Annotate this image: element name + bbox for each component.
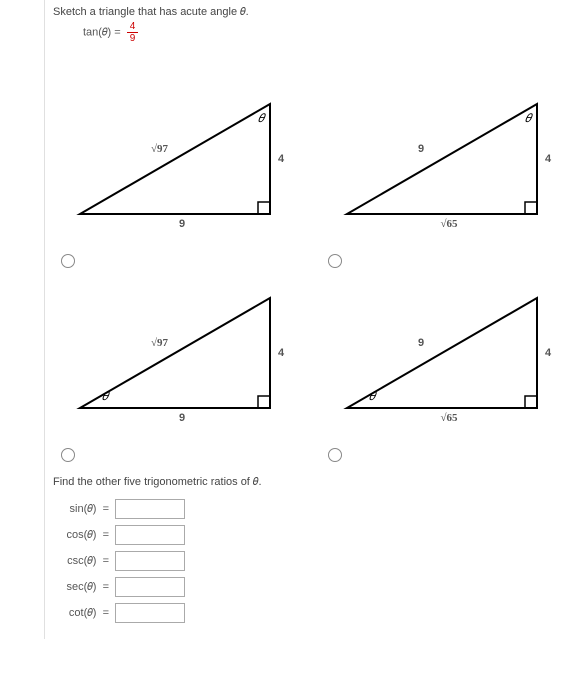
base-label: 9	[157, 412, 207, 424]
option-radio[interactable]	[61, 254, 75, 268]
ratio-row: cot(𝜃) =	[53, 603, 580, 623]
page-content: Sketch a triangle that has acute angle 𝜃…	[44, 0, 580, 639]
ratio-label: sec(𝜃) =	[53, 581, 109, 594]
triangle-figure: 𝜃 9 √65 4	[327, 84, 567, 244]
hypotenuse-label: √97	[151, 143, 201, 155]
triangle-figure: 𝜃 9 √65 4	[327, 278, 567, 438]
base-label: 9	[157, 218, 207, 230]
ratio-row: cos(𝜃) =	[53, 525, 580, 545]
ratio-label: cos(𝜃) =	[53, 529, 109, 542]
triangle-wrap: 𝜃 9 √65 4	[327, 84, 567, 244]
option-radio[interactable]	[61, 448, 75, 462]
eq-den: 9	[127, 33, 139, 44]
eq-fraction: 49	[127, 21, 139, 44]
eq-arg: 𝜃	[102, 26, 108, 38]
ratio-input[interactable]	[115, 499, 185, 519]
ratio-label: cot(𝜃) =	[53, 607, 109, 620]
height-label: 4	[545, 153, 567, 165]
triangle-wrap: 𝜃 √97 9 4	[60, 84, 300, 244]
instruction-text: Sketch a triangle that has acute angle 𝜃…	[53, 6, 580, 19]
base-label: √65	[424, 412, 474, 424]
given-equation: tan(𝜃) = 49	[83, 21, 580, 44]
triangle-option: 𝜃 √97 9 4	[53, 278, 306, 462]
theta-label: 𝜃	[258, 111, 267, 125]
ratio-row: csc(𝜃) =	[53, 551, 580, 571]
ratios-heading: Find the other five trigonometric ratios…	[53, 476, 580, 489]
ratio-row: sin(𝜃) =	[53, 499, 580, 519]
hypotenuse-label: 9	[418, 143, 468, 155]
triangle-options-grid: 𝜃 √97 9 4 𝜃 9 √65 4 𝜃 √97 9 4 𝜃 9 √65 4	[53, 84, 573, 462]
triangle-figure: 𝜃 √97 9 4	[60, 84, 300, 244]
triangle-wrap: 𝜃 9 √65 4	[327, 278, 567, 438]
triangle-option: 𝜃 9 √65 4	[320, 278, 573, 462]
eq-num: 4	[127, 21, 139, 33]
triangle-option: 𝜃 9 √65 4	[320, 84, 573, 268]
hypotenuse-label: √97	[151, 337, 201, 349]
ratio-input[interactable]	[115, 577, 185, 597]
height-label: 4	[278, 347, 300, 359]
ratios-list: sin(𝜃) = cos(𝜃) = csc(𝜃) = sec(𝜃) = cot(…	[53, 499, 580, 623]
theta-label: 𝜃	[525, 111, 534, 125]
ratio-row: sec(𝜃) =	[53, 577, 580, 597]
eq-fn: tan	[83, 26, 98, 38]
triangle-figure: 𝜃 √97 9 4	[60, 278, 300, 438]
eq-eq: =	[111, 26, 124, 38]
option-radio[interactable]	[328, 254, 342, 268]
base-label: √65	[424, 218, 474, 230]
ratio-input[interactable]	[115, 551, 185, 571]
height-label: 4	[278, 153, 300, 165]
option-radio[interactable]	[328, 448, 342, 462]
hypotenuse-label: 9	[418, 337, 468, 349]
ratio-input[interactable]	[115, 525, 185, 545]
ratio-input[interactable]	[115, 603, 185, 623]
triangle-wrap: 𝜃 √97 9 4	[60, 278, 300, 438]
ratio-label: sin(𝜃) =	[53, 503, 109, 516]
triangle-option: 𝜃 √97 9 4	[53, 84, 306, 268]
height-label: 4	[545, 347, 567, 359]
ratio-label: csc(𝜃) =	[53, 555, 109, 568]
